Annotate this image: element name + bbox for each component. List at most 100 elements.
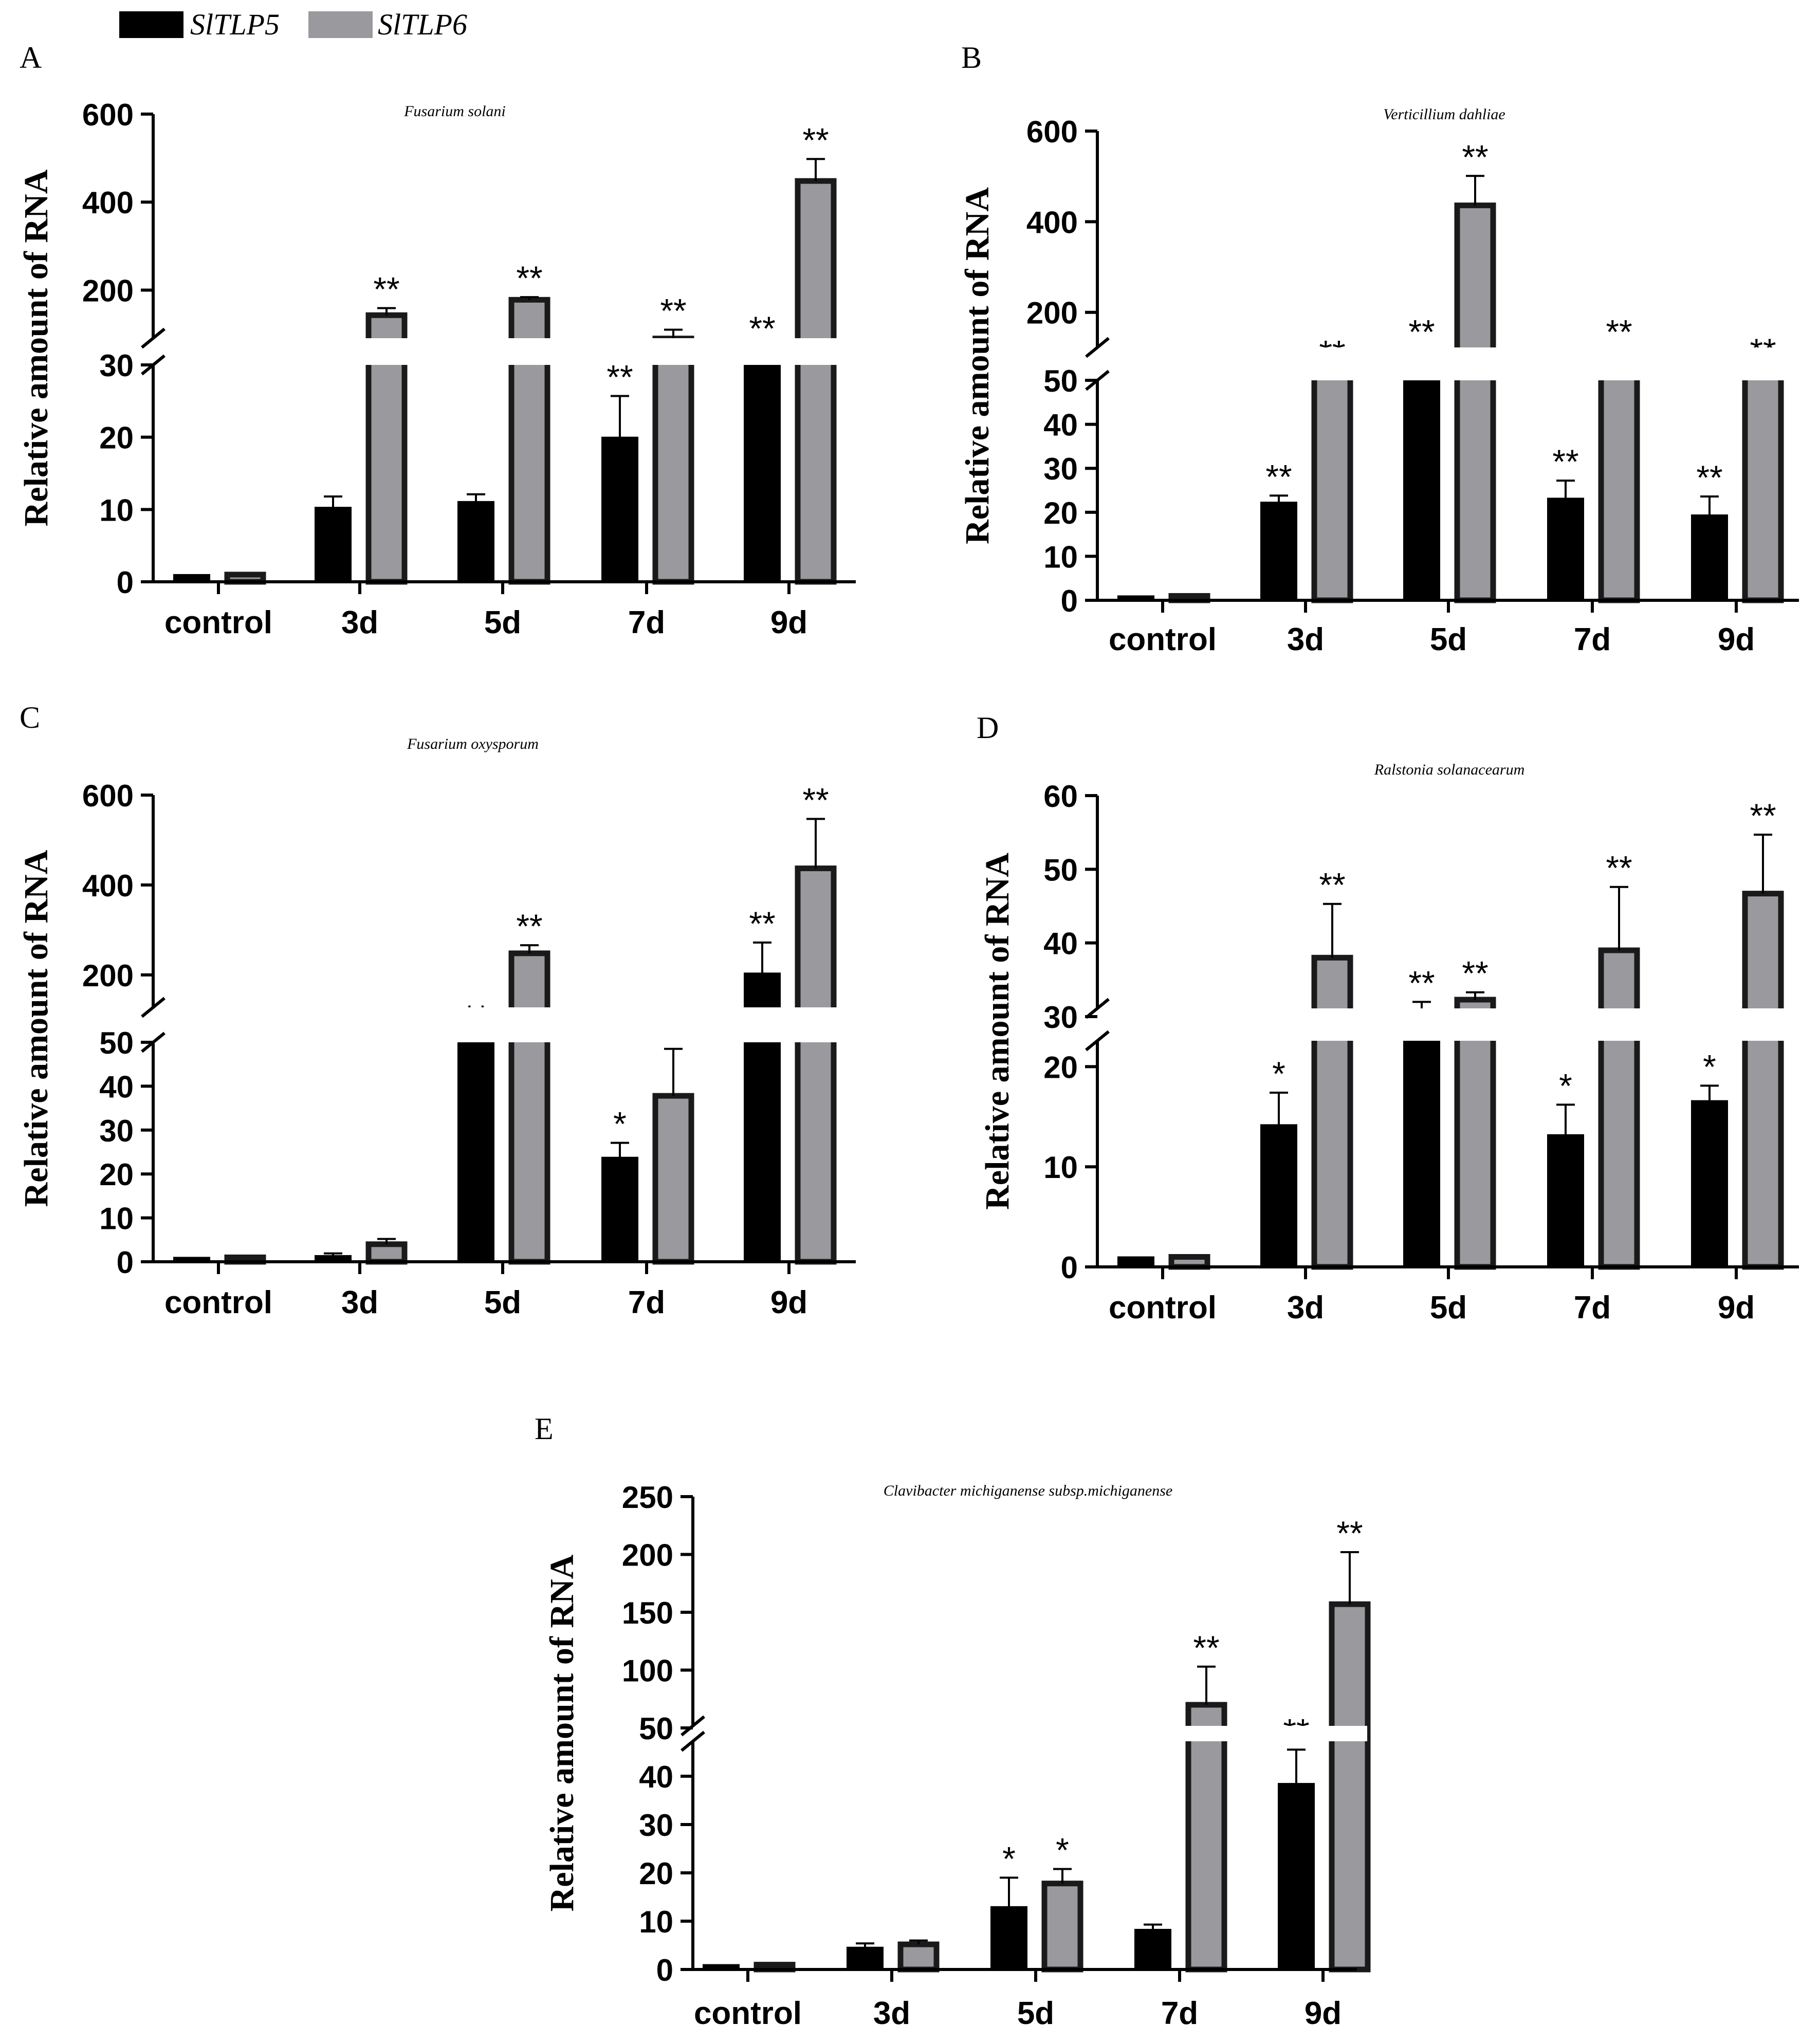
y-tick-label-d-60: 60: [1043, 779, 1078, 814]
axis-break-gap-d: [1067, 1008, 1809, 1041]
y-tick-label-a-600: 600: [82, 98, 134, 132]
y-tick-label-b-400: 400: [1026, 205, 1078, 240]
significance-d-sltlp6-3d: **: [1319, 866, 1345, 904]
y-tick-label-b-30: 30: [1043, 452, 1078, 486]
y-tick-label-e-20: 20: [639, 1856, 673, 1891]
significance-d-sltlp6-5d: **: [1462, 954, 1488, 992]
panel-letter-d: D: [977, 711, 999, 745]
significance-b-sltlp5-3d: **: [1265, 457, 1292, 495]
bar-d-sltlp5-7d: [1547, 1134, 1584, 1267]
chart-title-a: Fusarium solani: [403, 103, 506, 120]
y-tick-label-a-400: 400: [82, 186, 134, 220]
axis-break-gap-e: [662, 1726, 1367, 1741]
panel-letter-c: C: [20, 701, 40, 734]
x-tick-label-e-7d: 7d: [1161, 1996, 1198, 2031]
y-tick-label-a-10: 10: [99, 493, 134, 527]
y-tick-label-c-40: 40: [99, 1070, 134, 1104]
legend-swatch-sltlp6: [308, 11, 373, 38]
x-tick-label-a-9d: 9d: [770, 605, 807, 640]
y-axis-label-e: Relative amount of RNA: [543, 1554, 581, 1911]
x-tick-label-b-3d: 3d: [1287, 622, 1324, 657]
x-tick-label-b-9d: 9d: [1718, 622, 1755, 657]
x-tick-label-d-9d: 9d: [1718, 1290, 1755, 1325]
y-tick-label-c-400: 400: [82, 869, 134, 903]
axis-break-mark-upper-c: [141, 997, 166, 1018]
axis-break-gap-b: [1067, 347, 1809, 380]
bar-a-sltlp6-9d: [795, 178, 837, 585]
x-tick-label-c-control: control: [164, 1285, 272, 1320]
y-tick-label-e-10: 10: [639, 1905, 673, 1939]
bar-c-sltlp6-5d: [508, 950, 550, 1265]
y-tick-label-b-0: 0: [1061, 584, 1078, 618]
y-tick-label-e-0: 0: [656, 1953, 673, 1987]
significance-a-sltlp6-3d: **: [373, 270, 399, 308]
significance-b-sltlp6-5d: **: [1462, 138, 1488, 176]
y-tick-label-a-200: 200: [82, 273, 134, 308]
y-axis-label-a: Relative amount of RNA: [17, 169, 55, 526]
axis-break-gap-c: [122, 1007, 866, 1042]
significance-b-sltlp6-7d: **: [1606, 313, 1632, 351]
panel-e: E Clavibacter michiganense subsp.michigan…: [535, 1412, 1371, 2031]
bar-b-sltlp5-5d: [1403, 358, 1440, 601]
y-tick-label-c-20: 20: [99, 1157, 134, 1192]
y-tick-label-b-50: 50: [1043, 364, 1078, 398]
chart-title-b: Verticillium dahliae: [1383, 106, 1505, 123]
x-tick-label-e-9d: 9d: [1304, 1996, 1342, 2031]
bar-a-sltlp5-7d: [601, 436, 638, 583]
legend-swatch-sltlp5: [119, 11, 183, 38]
bar-e-sltlp6-7d: [1185, 1702, 1227, 1973]
significance-e-sltlp5-5d: *: [1002, 1839, 1016, 1877]
axis-break-mark-upper-a: [141, 327, 166, 349]
x-tick-label-d-3d: 3d: [1287, 1290, 1324, 1325]
significance-d-sltlp6-9d: **: [1750, 797, 1776, 835]
panel-b: B Verticillium dahliae Relative amount of …: [959, 41, 1809, 657]
x-tick-label-a-3d: 3d: [341, 605, 378, 640]
x-tick-label-a-control: control: [164, 605, 272, 640]
x-tick-label-e-control: control: [694, 1996, 802, 2031]
significance-e-sltlp6-9d: **: [1336, 1514, 1363, 1552]
bar-b-sltlp5-9d: [1691, 514, 1728, 601]
y-tick-label-b-10: 10: [1043, 540, 1078, 574]
y-tick-label-d-10: 10: [1043, 1150, 1078, 1185]
bar-c-sltlp6-9d: [795, 866, 837, 1265]
bar-c-sltlp6-3d: [365, 1241, 408, 1265]
chart-title-e: Clavibacter michiganense subsp.michigane…: [884, 1482, 1172, 1499]
bar-c-sltlp6-7d: [652, 1093, 694, 1265]
axis-break-mark-upper-b: [1085, 337, 1110, 358]
x-tick-label-a-5d: 5d: [484, 605, 521, 640]
chart-title-c: Fusarium oxysporum: [407, 735, 539, 752]
bar-b-sltlp6-3d: [1311, 372, 1353, 603]
y-tick-label-c-200: 200: [82, 959, 134, 993]
panel-c: C Fusarium oxysporum Relative amount of RN…: [17, 701, 866, 1320]
chart-title-d: Ralstonia solanacearum: [1374, 761, 1525, 778]
bar-e-sltlp5-3d: [847, 1946, 884, 1971]
bar-d-sltlp6-7d: [1598, 947, 1640, 1270]
significance-b-sltlp5-7d: **: [1552, 443, 1578, 481]
y-tick-label-a-30: 30: [99, 348, 134, 383]
significance-d-sltlp6-7d: **: [1606, 849, 1632, 887]
significance-c-sltlp6-9d: **: [802, 781, 829, 819]
panel-letter-a: A: [20, 41, 42, 75]
significance-d-sltlp5-7d: *: [1559, 1066, 1572, 1104]
significance-a-sltlp6-9d: **: [802, 121, 829, 159]
axis-break-mark-upper-e: [681, 1715, 705, 1737]
y-tick-label-b-20: 20: [1043, 496, 1078, 530]
significance-e-sltlp6-5d: *: [1056, 1831, 1069, 1869]
bar-d-sltlp6-9d: [1742, 891, 1784, 1270]
bar-e-sltlp6-3d: [897, 1941, 940, 1973]
y-axis-label-b: Relative amount of RNA: [959, 187, 996, 544]
y-axis-label-d: Relative amount of RNA: [979, 853, 1016, 1210]
significance-e-sltlp6-7d: **: [1193, 1629, 1219, 1667]
x-tick-label-b-5d: 5d: [1430, 622, 1467, 657]
y-tick-label-c-10: 10: [99, 1202, 134, 1236]
bar-d-sltlp5-9d: [1691, 1100, 1728, 1268]
y-tick-label-c-600: 600: [82, 779, 134, 813]
significance-b-sltlp5-9d: **: [1696, 458, 1722, 496]
panel-letter-b: B: [961, 41, 982, 75]
x-tick-label-c-9d: 9d: [770, 1285, 807, 1320]
y-tick-label-b-40: 40: [1043, 408, 1078, 443]
bar-a-sltlp5-9d: [744, 352, 781, 582]
significance-d-sltlp5-9d: *: [1703, 1047, 1716, 1085]
significance-a-sltlp6-7d: **: [660, 292, 686, 330]
